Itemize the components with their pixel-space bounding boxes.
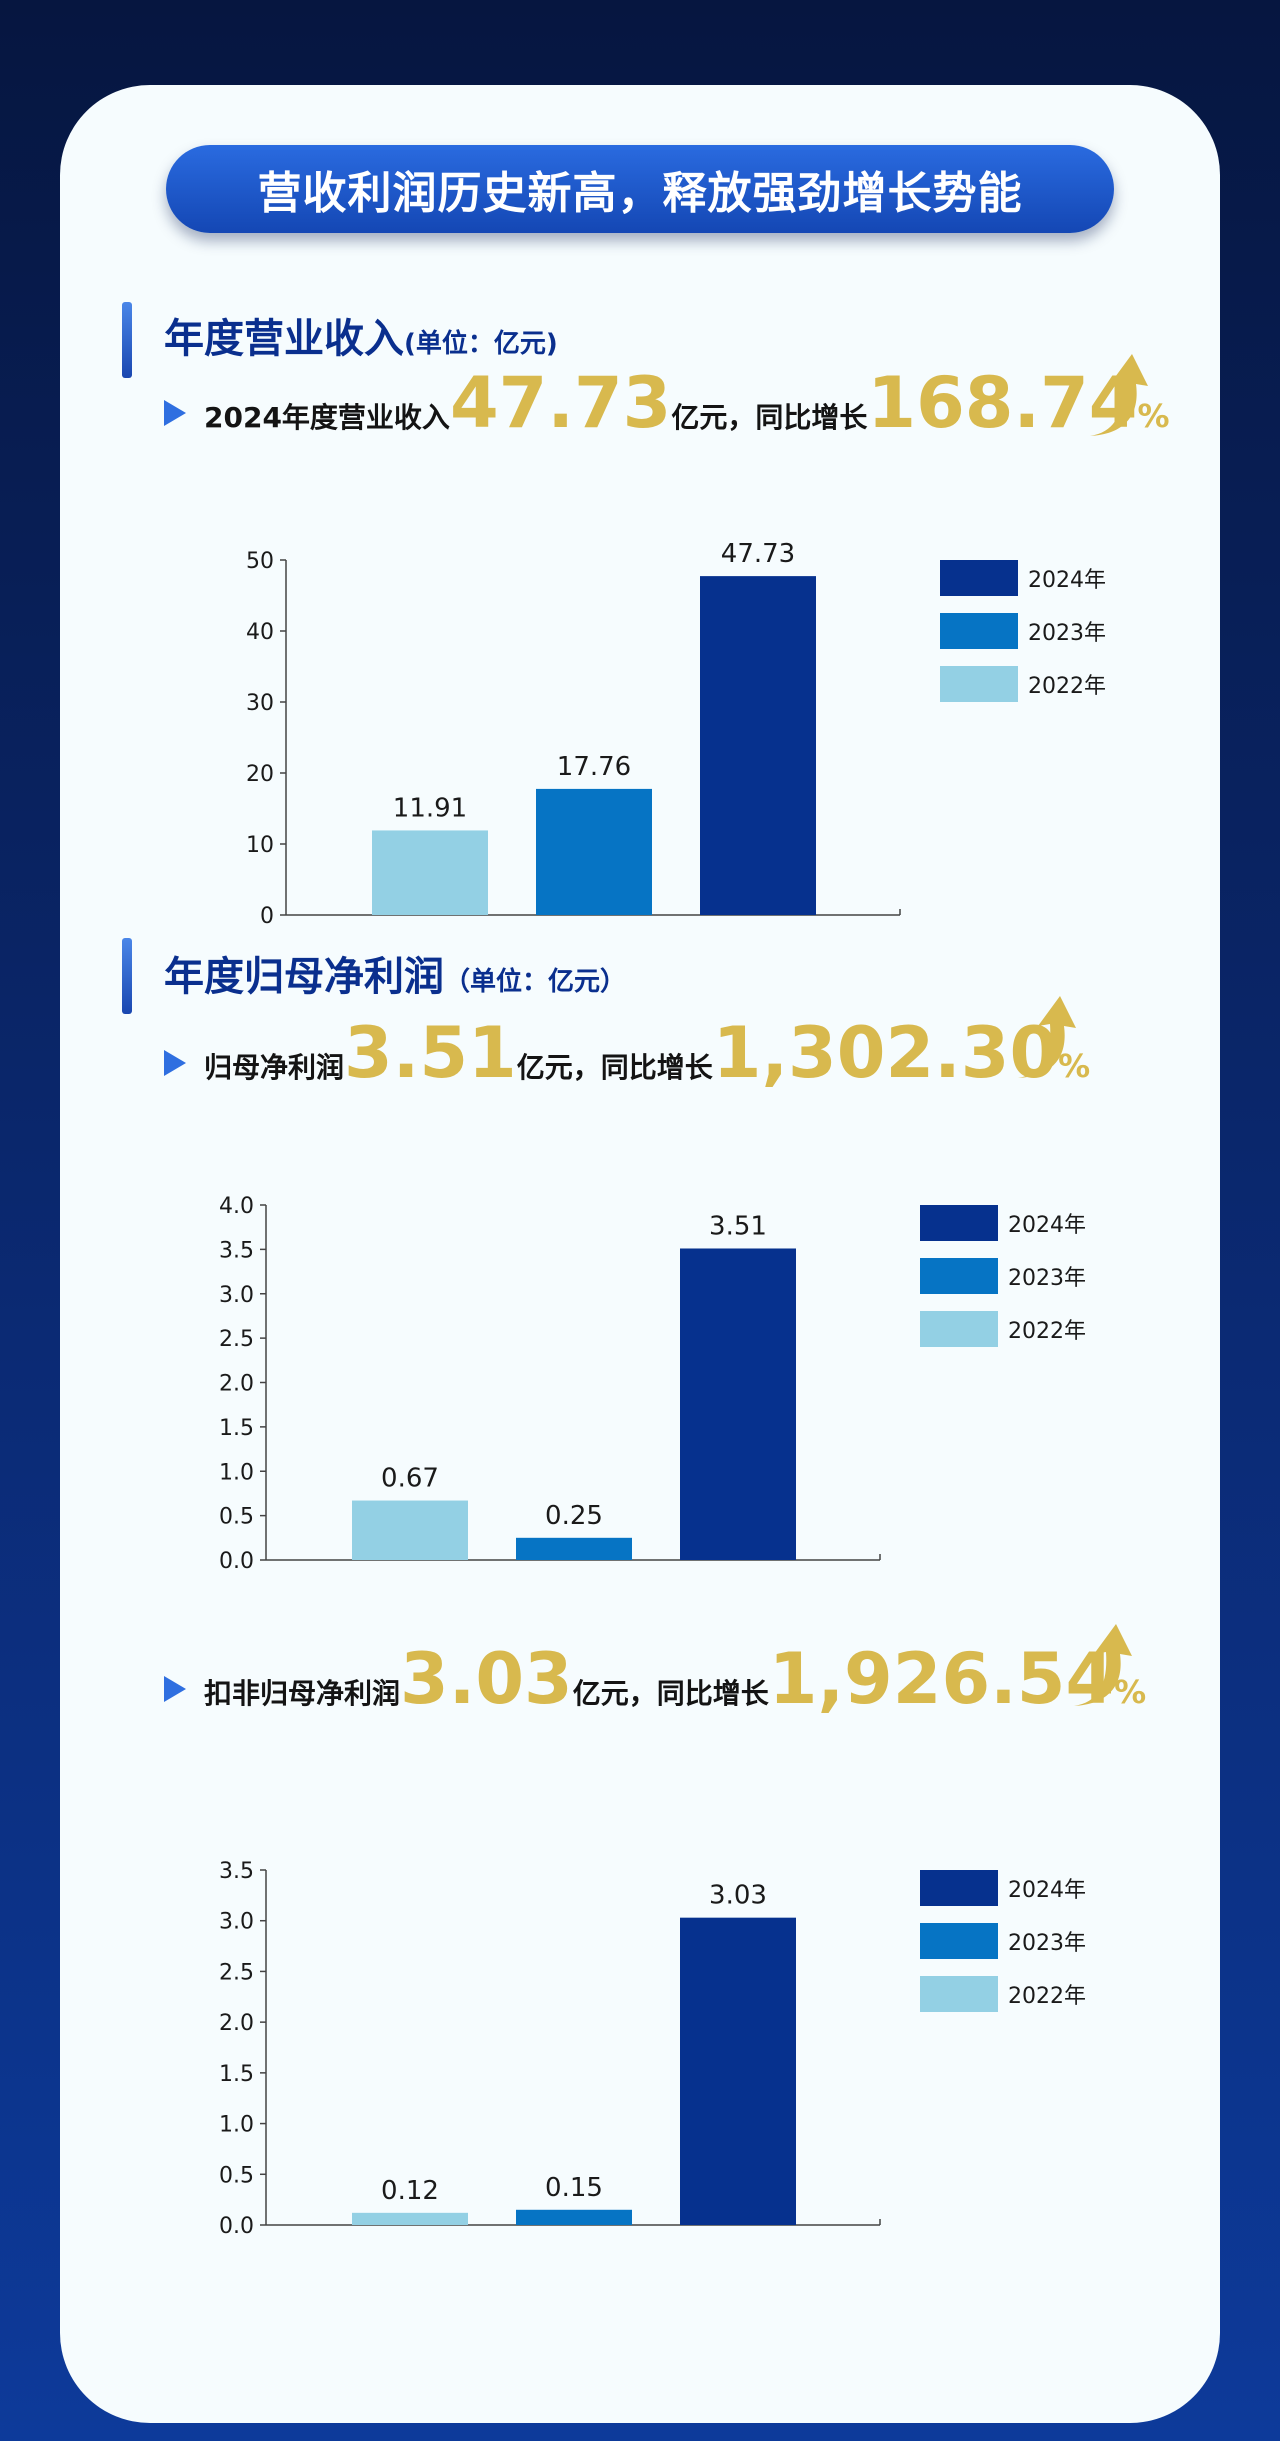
y-tick-label: 0.0 (219, 1549, 254, 1574)
y-tick-label: 3.5 (219, 1238, 254, 1263)
bar-2024年 (700, 576, 816, 915)
stat-prefix: 归母净利润 (204, 1051, 345, 1084)
bar-2022年 (352, 2212, 468, 2225)
bar-2023年 (516, 1537, 632, 1560)
legend-label: 2024年 (1008, 1878, 1086, 1903)
data-label: 0.12 (381, 2176, 439, 2206)
stat-percent: % (1114, 1673, 1147, 1711)
stat-mid: 亿元，同比增长 (516, 1051, 713, 1084)
data-label: 0.67 (381, 1464, 439, 1494)
bar-2023年 (536, 788, 652, 915)
data-label: 47.73 (721, 539, 795, 569)
stat-line-deducted: 扣非归母净利润 3.03 亿元，同比增长 1,926.54 % (204, 1638, 1146, 1720)
stat-percent: % (1137, 397, 1170, 435)
legend-swatch (920, 1976, 998, 2012)
stat-value: 47.73 (449, 362, 672, 444)
growth-arrow-icon (1074, 1624, 1132, 1706)
growth-arrow-icon (1090, 354, 1148, 436)
y-tick-label: 1.0 (219, 2113, 254, 2138)
deducted-net-profit-bar-chart: 0.0 0.5 1.0 1.5 2.0 2.5 3.0 3.5 0.12 0.15 3.03 2024… (219, 1859, 1086, 2239)
y-tick-label: 2.5 (219, 1327, 254, 1352)
section-title-profit: 年度归母净利润（单位：亿元） (164, 944, 626, 1002)
stat-line-profit: 归母净利润 3.51 亿元，同比增长 1,302.30 % (204, 1012, 1090, 1094)
y-tick-label: 3.5 (219, 1859, 254, 1884)
y-tick-label: 1.5 (219, 2062, 254, 2087)
y-tick-label: 30 (246, 691, 274, 716)
bullet-triangle-icon (164, 1676, 186, 1702)
data-label: 11.91 (393, 793, 467, 823)
y-tick-label: 10 (246, 833, 274, 858)
stat-prefix: 扣非归母净利润 (204, 1677, 401, 1710)
stat-mid: 亿元，同比增长 (572, 1677, 769, 1710)
section-unit: （单位：亿元） (444, 967, 627, 997)
section-title-text: 年度营业收入 (164, 316, 404, 362)
bar-2024年 (680, 1917, 796, 2225)
y-tick-label: 2.0 (219, 1372, 254, 1397)
stat-value: 3.03 (400, 1638, 573, 1720)
legend-label: 2024年 (1008, 1213, 1086, 1238)
stat-line-revenue: 2024年度营业收入 47.73 亿元，同比增长 168.74 % (204, 362, 1170, 444)
banner-title: 营收利润历史新高，释放强劲增长势能 (257, 168, 1023, 219)
data-label: 3.03 (709, 1881, 767, 1911)
bullet-triangle-icon (164, 1050, 186, 1076)
bar-2022年 (372, 830, 488, 915)
y-tick-label: 4.0 (219, 1194, 254, 1219)
legend-swatch (940, 613, 1018, 649)
y-tick-label: 3.0 (219, 1910, 254, 1935)
legend-label: 2022年 (1028, 674, 1106, 699)
stat-prefix: 2024年度营业收入 (204, 401, 450, 434)
legend-label: 2023年 (1028, 621, 1106, 646)
section-marker (122, 302, 132, 378)
legend-swatch (920, 1258, 998, 1294)
section-title-revenue: 年度营业收入(单位：亿元) (164, 306, 558, 364)
y-tick-label: 1.0 (219, 1460, 254, 1485)
bar-2023年 (516, 2209, 632, 2225)
data-label: 0.15 (545, 2173, 603, 2203)
stat-growth: 1,302.30 (712, 1012, 1059, 1094)
stat-growth: 1,926.54 (768, 1638, 1115, 1720)
legend-swatch (920, 1870, 998, 1906)
legend-swatch (920, 1205, 998, 1241)
legend-label: 2023年 (1008, 1266, 1086, 1291)
y-tick-label: 0 (260, 904, 274, 929)
y-tick-label: 1.5 (219, 1416, 254, 1441)
y-tick-label: 2.5 (219, 1960, 254, 1985)
y-tick-label: 2.0 (219, 2011, 254, 2036)
legend-swatch (920, 1923, 998, 1959)
data-label: 3.51 (709, 1211, 767, 1241)
stat-mid: 亿元，同比增长 (671, 401, 868, 434)
y-tick-label: 40 (246, 620, 274, 645)
page-banner: 营收利润历史新高，释放强劲增长势能 (166, 145, 1114, 233)
legend-swatch (940, 666, 1018, 702)
bar-2022年 (352, 1500, 468, 1560)
revenue-bar-chart: 0 10 20 30 40 50 11.91 17.76 47.73 2024年 2023年 2022… (246, 539, 1106, 929)
y-tick-label: 20 (246, 762, 274, 787)
stat-growth: 168.74 (867, 362, 1138, 444)
legend-swatch (920, 1311, 998, 1347)
growth-arrow-icon (1018, 996, 1076, 1078)
legend-label: 2022年 (1008, 1319, 1086, 1344)
bar-2024年 (680, 1248, 796, 1560)
stat-value: 3.51 (344, 1012, 517, 1094)
data-label: 0.25 (545, 1501, 603, 1531)
y-tick-label: 50 (246, 549, 274, 574)
legend-swatch (940, 560, 1018, 596)
y-tick-label: 0.5 (219, 2163, 254, 2188)
section-marker (122, 938, 132, 1014)
legend-label: 2022年 (1008, 1984, 1086, 2009)
content-card (60, 85, 1220, 2423)
section-title-text: 年度归母净利润 (164, 954, 444, 1000)
bullet-triangle-icon (164, 400, 186, 426)
data-label: 17.76 (557, 752, 631, 782)
net-profit-bar-chart: 0.0 0.5 1.0 1.5 2.0 2.5 3.0 3.5 4.0 0.67 0.25 3.51 2… (219, 1194, 1086, 1574)
y-tick-label: 3.0 (219, 1283, 254, 1308)
stat-percent: % (1058, 1047, 1091, 1085)
section-unit: (单位：亿元) (404, 329, 558, 359)
y-tick-label: 0.5 (219, 1505, 254, 1530)
legend-label: 2023年 (1008, 1931, 1086, 1956)
y-tick-label: 0.0 (219, 2214, 254, 2239)
legend-label: 2024年 (1028, 568, 1106, 593)
